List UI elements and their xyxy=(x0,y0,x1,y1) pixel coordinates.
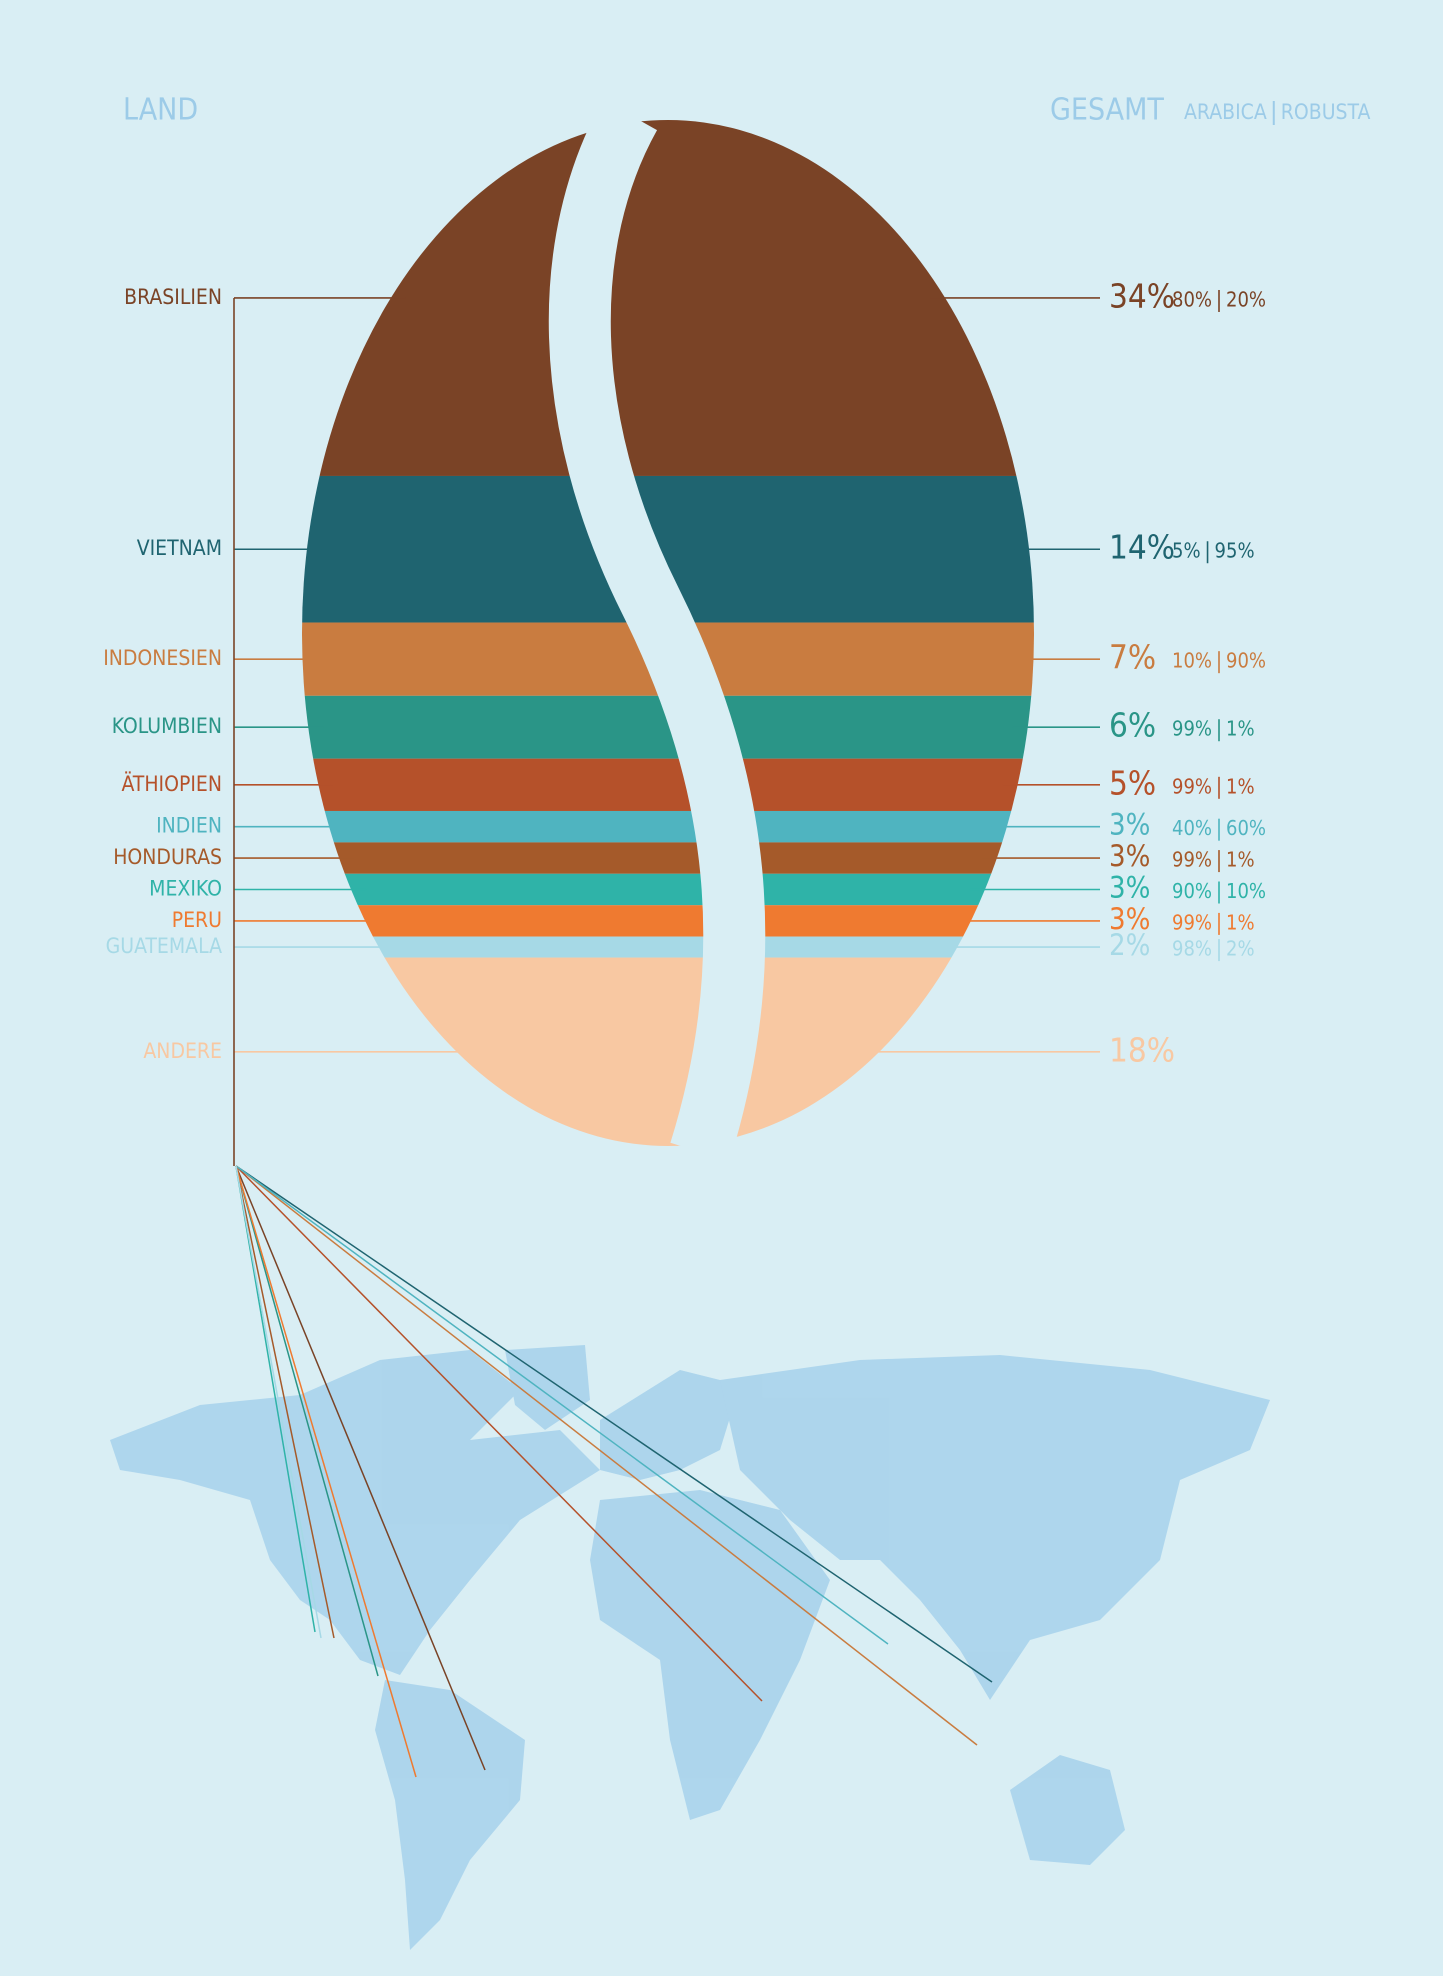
country-label: KOLUMBIEN xyxy=(112,714,222,738)
country-label: ÄTHIOPIEN xyxy=(122,771,223,796)
share-label: 3% xyxy=(1109,902,1150,936)
country-label: PERU xyxy=(172,908,222,932)
country-label: MEXIKO xyxy=(149,877,222,901)
arabica-label: 99% xyxy=(1172,910,1212,934)
country-label: ANDERE xyxy=(143,1039,222,1063)
bean-band xyxy=(302,873,1034,906)
robusta-label: 1% xyxy=(1226,848,1255,872)
share-label: 5% xyxy=(1109,763,1156,802)
arabica-label: 10% xyxy=(1172,649,1212,673)
origin-line xyxy=(235,1165,316,1633)
africa xyxy=(590,1490,830,1820)
legend-entry: ARABICA xyxy=(1184,100,1267,124)
south-america xyxy=(375,1680,525,1950)
share-label: 3% xyxy=(1109,808,1150,842)
origin-line xyxy=(235,1165,322,1639)
bean-band xyxy=(302,758,1034,811)
share-label: 3% xyxy=(1109,871,1150,905)
country-label: INDONESIEN xyxy=(103,646,222,670)
robusta-label: 95% xyxy=(1215,539,1255,563)
share-label: 6% xyxy=(1109,706,1156,745)
arabica-label: 80% xyxy=(1172,287,1212,311)
robusta-label: 60% xyxy=(1226,816,1266,840)
robusta-label: 1% xyxy=(1226,717,1255,741)
country-label: INDIEN xyxy=(156,814,222,838)
origin-line xyxy=(235,1165,993,1683)
europe xyxy=(600,1370,740,1480)
asia xyxy=(720,1355,1270,1700)
country-label: GUATEMALA xyxy=(106,934,222,958)
bean-crease xyxy=(548,99,766,1162)
country-label: HONDURAS xyxy=(113,845,222,869)
arabica-label: 99% xyxy=(1172,848,1212,872)
arabica-label: 90% xyxy=(1172,879,1212,903)
arabica-label: 99% xyxy=(1172,774,1212,798)
share-label: 18% xyxy=(1109,1030,1175,1069)
bean-band xyxy=(302,810,1034,843)
bean-band xyxy=(302,905,1034,937)
arabica-label: 99% xyxy=(1172,717,1212,741)
country-label: BRASILIEN xyxy=(124,285,222,309)
share-label: 2% xyxy=(1109,928,1150,962)
share-label: 7% xyxy=(1109,638,1156,677)
greenland xyxy=(505,1345,590,1430)
column-header: GESAMT xyxy=(1050,93,1164,128)
origin-line xyxy=(235,1165,486,1771)
robusta-label: 1% xyxy=(1226,774,1255,798)
australia xyxy=(1010,1755,1125,1865)
labels: BRASILIEN 34%80% 20%VIETNAM 14%5% 95%INDONES… xyxy=(103,276,1266,1166)
robusta-label: 1% xyxy=(1226,910,1255,934)
origin-line xyxy=(235,1165,335,1639)
origin-line xyxy=(235,1165,763,1702)
arabica-label: 5% xyxy=(1172,539,1201,563)
origin-line xyxy=(235,1165,978,1746)
share-label: 3% xyxy=(1109,839,1150,873)
arabica-label: 40% xyxy=(1172,816,1212,840)
robusta-label: 2% xyxy=(1226,937,1255,961)
share-label: 14% xyxy=(1109,528,1175,567)
arabica-label: 98% xyxy=(1172,937,1212,961)
origin-line xyxy=(235,1165,889,1645)
legend-entry: ROBUSTA xyxy=(1281,100,1371,124)
country-label: VIETNAM xyxy=(137,536,222,560)
robusta-label: 10% xyxy=(1226,879,1266,903)
bean-band xyxy=(302,842,1034,874)
north-america xyxy=(110,1350,600,1675)
origin-line xyxy=(235,1165,417,1778)
column-header: LAND xyxy=(123,93,198,128)
share-label: 34% xyxy=(1109,276,1175,315)
origin-line xyxy=(235,1165,379,1677)
robusta-label: 20% xyxy=(1226,287,1266,311)
world-map xyxy=(110,1345,1270,1950)
origin-lines xyxy=(235,1165,993,1778)
robusta-label: 90% xyxy=(1226,649,1266,673)
bean-band xyxy=(302,936,1034,958)
